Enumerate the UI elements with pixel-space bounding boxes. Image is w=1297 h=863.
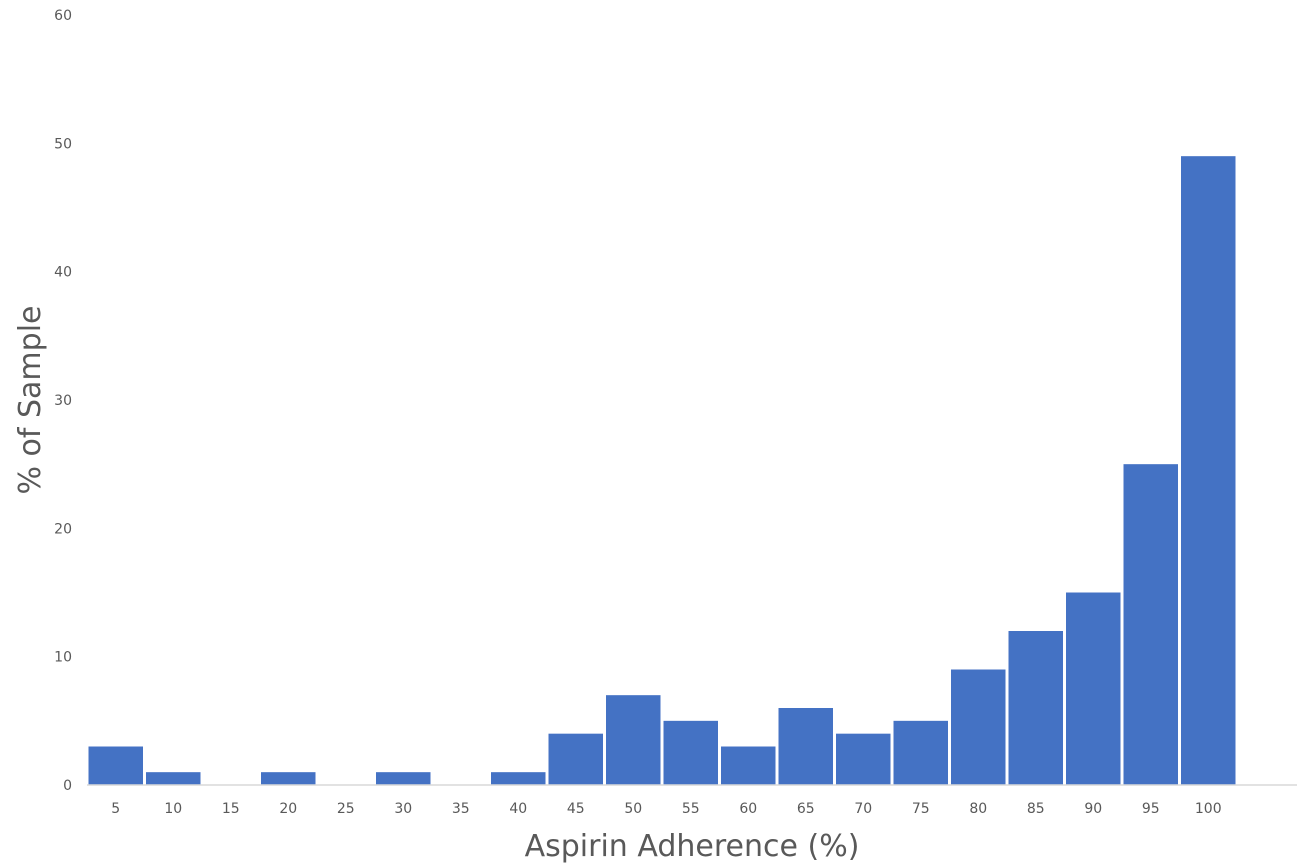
x-tick-label: 100 — [1195, 801, 1222, 817]
x-tick-label: 20 — [279, 801, 297, 817]
y-tick-label: 0 — [63, 778, 72, 794]
y-axis-ticks: 0 10 20 30 40 50 60 — [54, 8, 72, 794]
bar-70 — [836, 733, 891, 785]
x-axis-ticks: 5 10 15 20 25 30 35 40 45 50 55 60 65 70 75 80 85 90 95 100 — [111, 801, 1221, 817]
y-tick-label: 60 — [54, 8, 72, 24]
x-axis-title: Aspirin Adherence (%) — [525, 829, 860, 863]
x-tick-label: 60 — [739, 801, 757, 817]
bar-40 — [491, 772, 546, 785]
x-tick-label: 85 — [1027, 801, 1045, 817]
y-tick-label: 10 — [54, 650, 72, 666]
y-tick-label: 40 — [54, 265, 72, 281]
x-tick-label: 40 — [509, 801, 527, 817]
x-tick-label: 80 — [969, 801, 987, 817]
bar-30 — [376, 772, 431, 785]
y-tick-label: 50 — [54, 136, 72, 152]
bar-90 — [1066, 592, 1121, 785]
x-tick-label: 65 — [797, 801, 815, 817]
bar-55 — [663, 720, 718, 785]
x-tick-label: 50 — [624, 801, 642, 817]
x-tick-label: 25 — [337, 801, 355, 817]
x-tick-label: 30 — [394, 801, 412, 817]
bar-45 — [548, 733, 603, 785]
bar-100 — [1181, 156, 1236, 786]
x-tick-label: 75 — [912, 801, 930, 817]
x-tick-label: 95 — [1142, 801, 1160, 817]
x-tick-label: 45 — [567, 801, 585, 817]
x-tick-label: 5 — [111, 801, 120, 817]
bar-85 — [1008, 631, 1063, 785]
y-tick-label: 20 — [54, 521, 72, 537]
x-tick-label: 35 — [452, 801, 470, 817]
bar-60 — [721, 746, 776, 785]
bar-95 — [1123, 464, 1178, 785]
bars — [88, 156, 1236, 786]
bar-20 — [261, 772, 316, 785]
bar-5 — [88, 746, 143, 785]
x-tick-label: 10 — [164, 801, 182, 817]
bar-10 — [146, 772, 201, 785]
bar-75 — [893, 720, 948, 785]
y-axis-title: % of Sample — [13, 306, 48, 495]
y-tick-label: 30 — [54, 393, 72, 409]
x-tick-label: 55 — [682, 801, 700, 817]
x-tick-label: 90 — [1084, 801, 1102, 817]
x-tick-label: 70 — [854, 801, 872, 817]
x-tick-label: 15 — [222, 801, 240, 817]
bar-80 — [951, 669, 1006, 785]
bar-65 — [778, 708, 833, 785]
bar-50 — [606, 695, 661, 785]
